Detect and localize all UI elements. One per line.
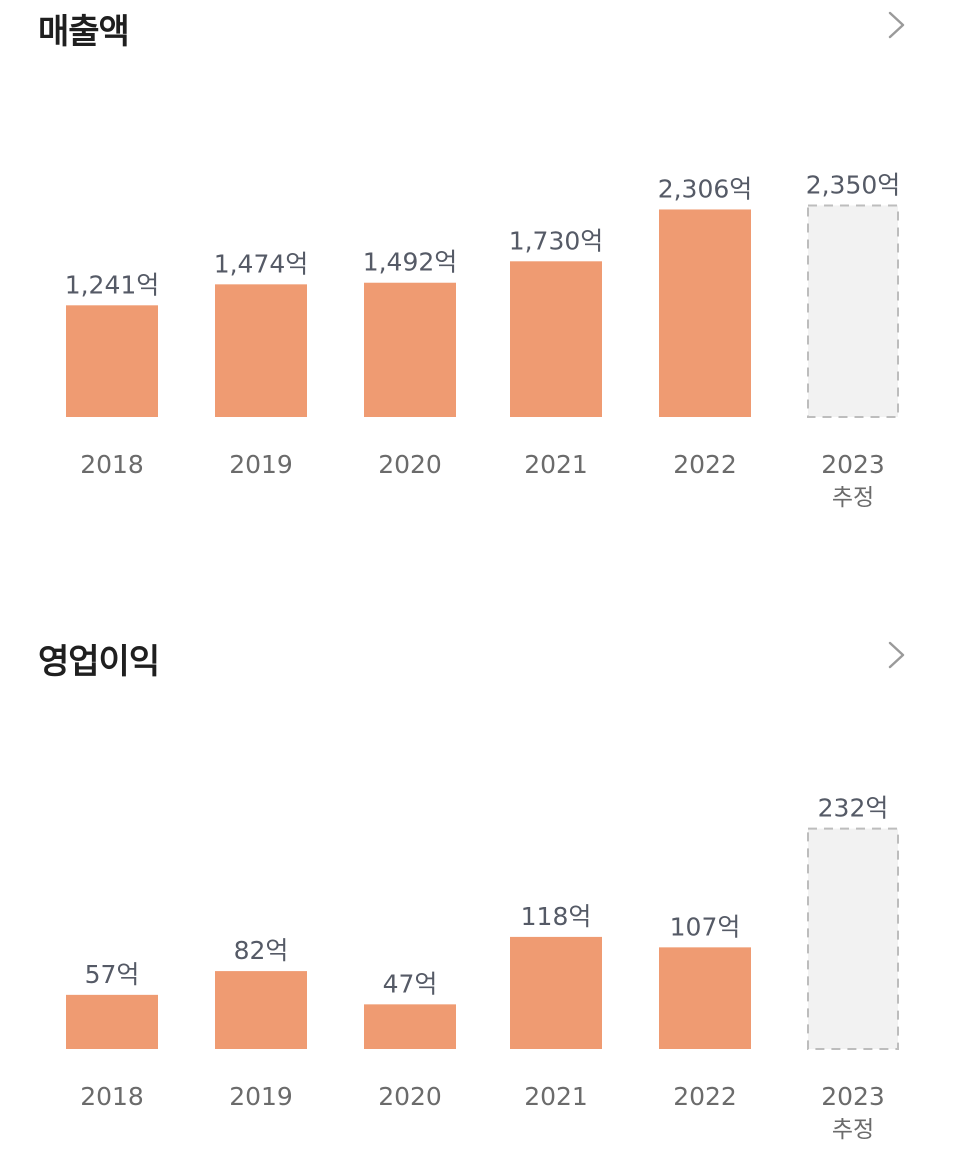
- bar-value-label: 107억: [670, 912, 741, 941]
- x-tick-sublabel: 추정: [832, 485, 874, 511]
- bar: [659, 947, 751, 1049]
- x-tick-label: 2021: [524, 1082, 588, 1111]
- bar-value-label: 47억: [383, 969, 438, 998]
- x-tick-label: 2023: [821, 1082, 885, 1111]
- chevron-right-icon[interactable]: [884, 640, 910, 670]
- bar-value-label: 1,241억: [65, 270, 160, 299]
- bar-value-label: 118억: [521, 902, 592, 931]
- x-tick-label: 2020: [378, 450, 442, 479]
- x-tick-label: 2022: [673, 450, 737, 479]
- chevron-right-icon[interactable]: [884, 10, 910, 40]
- operating-profit-bar-chart: 57억 2018 82억 2019 47억 2020 118억 2021 107억 2022 232…: [66, 794, 899, 1143]
- bar: [215, 284, 307, 417]
- bar: [364, 1004, 456, 1049]
- bar: [659, 209, 751, 417]
- x-tick-label: 2021: [524, 450, 588, 479]
- x-tick-label: 2023: [821, 450, 885, 479]
- bar-value-label: 1,474억: [214, 249, 309, 278]
- x-tick-label: 2020: [378, 1082, 442, 1111]
- bar-value-label: 57억: [85, 960, 140, 989]
- revenue-bar-chart: 1,241억 2018 1,474억 2019 1,492억 2020 1,730억 2021…: [65, 171, 901, 512]
- bar: [364, 282, 456, 417]
- x-tick-label: 2019: [229, 450, 293, 479]
- bar-value-label: 2,350억: [806, 171, 901, 200]
- x-tick-label: 2019: [229, 1082, 293, 1111]
- section-title-operating-profit: 영업이익: [38, 642, 160, 682]
- x-tick-label: 2022: [673, 1082, 737, 1111]
- bar-value-label: 232억: [818, 794, 889, 823]
- x-tick-label: 2018: [80, 1082, 144, 1111]
- bar-value-label: 82억: [234, 936, 289, 965]
- x-tick-label: 2018: [80, 450, 144, 479]
- estimate-bar: [807, 827, 899, 1050]
- estimate-bar: [807, 204, 899, 418]
- bar: [66, 994, 158, 1049]
- x-tick-sublabel: 추정: [832, 1117, 874, 1143]
- bar: [510, 936, 602, 1049]
- bar-value-label: 1,730억: [509, 226, 604, 255]
- bar-value-label: 1,492억: [363, 248, 458, 277]
- bar: [215, 971, 307, 1049]
- section-title-revenue: 매출액: [38, 12, 130, 52]
- bar-value-label: 2,306억: [658, 174, 753, 203]
- bar: [66, 305, 158, 417]
- operating-profit-section: 영업이익 57억 2018 82억 2019 47억 2020 118억 2021 107억 20…: [0, 630, 966, 1154]
- revenue-section: 매출액 1,241억 2018 1,474억 2019 1,492억 2020 1,730억…: [0, 0, 966, 570]
- bar: [510, 261, 602, 417]
